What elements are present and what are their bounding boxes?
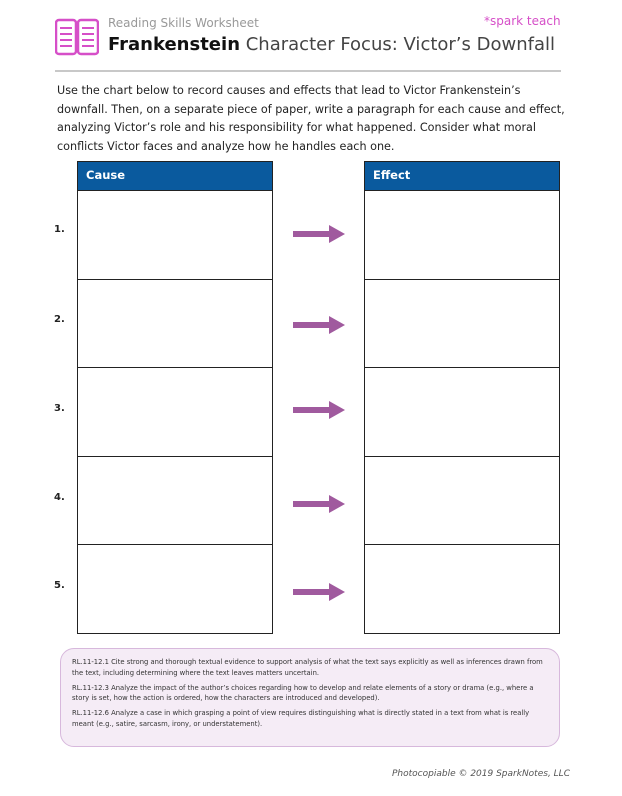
standard-item: RL.11-12.1 Cite strong and thorough text… <box>72 658 543 677</box>
row-number: 1. <box>54 224 65 235</box>
arrow-right-icon <box>293 495 345 513</box>
open-book-icon <box>55 18 99 56</box>
arrow-right-icon <box>293 401 345 419</box>
row-number: 4. <box>54 492 65 503</box>
cause-cell-1[interactable] <box>78 190 272 279</box>
effect-cell-3[interactable] <box>365 367 559 456</box>
arrow-right-icon <box>293 583 345 601</box>
row-number: 3. <box>54 403 65 414</box>
worksheet-subtitle: Reading Skills Worksheet <box>108 16 259 30</box>
cause-cell-4[interactable] <box>78 455 272 545</box>
divider <box>55 70 561 72</box>
standard-item: RL.11-12.3 Analyze the impact of the aut… <box>72 683 534 703</box>
effect-cell-2[interactable] <box>365 278 559 368</box>
title-bold: Frankenstein <box>108 34 241 55</box>
effect-cell-1[interactable] <box>365 190 559 279</box>
brand-logo: *spark teach <box>484 14 561 28</box>
cause-header: Cause <box>78 162 272 190</box>
row-number: 5. <box>54 580 65 591</box>
page-title: Frankenstein Character Focus: Victor’s D… <box>108 34 555 55</box>
cause-column: Cause <box>77 161 273 634</box>
arrow-right-icon <box>293 225 345 243</box>
instructions: Use the chart below to record causes and… <box>57 84 565 153</box>
effect-cell-4[interactable] <box>365 455 559 545</box>
standard-item: RL.11-12.6 Analyze a case in which grasp… <box>72 709 530 728</box>
effect-column: Effect <box>364 161 560 634</box>
title-rest: Character Focus: Victor’s Downfall <box>240 34 555 55</box>
cause-cell-5[interactable] <box>78 544 272 633</box>
copyright-footer: Photocopiable © 2019 SparkNotes, LLC <box>392 769 570 779</box>
standards-box: RL.11-12.1 Cite strong and thorough text… <box>60 648 560 747</box>
row-number: 2. <box>54 314 65 325</box>
effect-cell-5[interactable] <box>365 544 559 633</box>
effect-header: Effect <box>365 162 559 190</box>
cause-cell-2[interactable] <box>78 278 272 368</box>
arrow-right-icon <box>293 316 345 334</box>
cause-cell-3[interactable] <box>78 367 272 456</box>
